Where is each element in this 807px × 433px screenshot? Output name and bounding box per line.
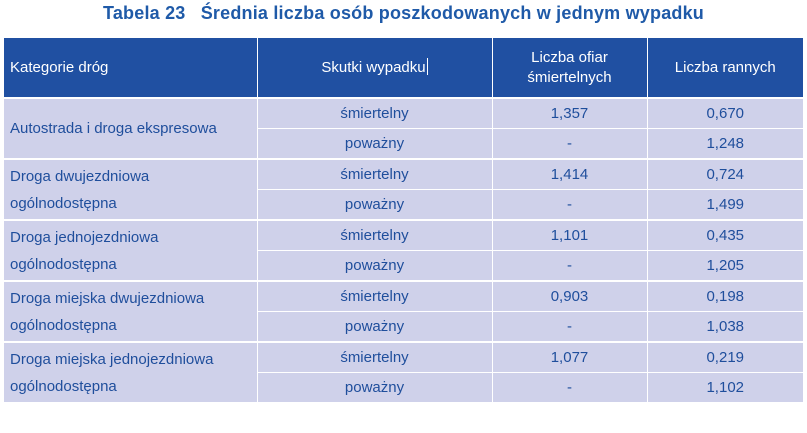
deaths-cell: 1,101 [492,219,648,251]
header-injured: Liczba rannych [647,38,803,98]
effect-cell: poważny [257,128,493,159]
deaths-cell: - [492,128,648,159]
header-effect: Skutki wypadku [257,38,493,98]
injured-cell: 1,499 [647,189,803,220]
table-row: Droga miejska dwujezdniowa ogólnodostępn… [4,280,803,342]
effect-cell: poważny [257,311,493,342]
effect-cell: śmiertelny [257,219,493,251]
injured-cell: 1,205 [647,250,803,281]
category-line2: ogólnodostępna [10,377,117,395]
table-row: poważny - 1,205 [4,250,803,281]
table-row: Droga miejska jednojezdniowa ogólnodostę… [4,341,803,402]
injured-cell: 0,198 [647,280,803,312]
deaths-cell: - [492,372,648,402]
category-line1: Droga dwujezdniowa [10,167,150,185]
table-row: poważny - 1,038 [4,311,803,342]
category-line1: Droga jednojezdniowa [10,228,159,246]
header-category: Kategorie dróg [4,38,258,98]
injured-cell: 0,219 [647,341,803,373]
header-deaths-line1: Liczba ofiar [531,48,608,66]
effect-cell: śmiertelny [257,97,493,129]
category-line1: Droga miejska dwujezdniowa [10,289,205,307]
effect-cell: poważny [257,189,493,220]
category-cell: Droga dwujezdniowa ogólnodostępna [4,158,258,220]
deaths-cell: 1,414 [492,158,648,190]
table-number: Tabela 23 [102,3,186,23]
injured-cell: 1,038 [647,311,803,342]
deaths-cell: 1,357 [492,97,648,129]
effect-cell: śmiertelny [257,280,493,312]
category-line1: Droga miejska jednojezdniowa [10,350,214,368]
header-effect-label: Skutki wypadku [321,58,426,76]
injured-cell: 0,724 [647,158,803,190]
table-row: poważny - 1,499 [4,189,803,220]
header-deaths: Liczba ofiar śmiertelnych [492,38,648,98]
deaths-cell: 1,077 [492,341,648,373]
category-line2: ogólnodostępna [10,255,117,273]
category-cell: Droga jednojezdniowa ogólnodostępna [4,219,258,281]
table-title: Tabela 23 Średnia liczba osób poszkodowa… [0,0,807,34]
header-deaths-line2: śmiertelnych [527,68,612,86]
text-cursor [426,57,428,75]
category-line2: ogólnodostępna [10,194,117,212]
table-caption: Średnia liczba osób poszkodowanych w jed… [200,3,705,23]
deaths-cell: - [492,311,648,342]
effect-cell: poważny [257,372,493,402]
category-cell: Droga miejska dwujezdniowa ogólnodostępn… [4,280,258,342]
effect-cell: śmiertelny [257,158,493,190]
deaths-cell: 0,903 [492,280,648,312]
category-line2: ogólnodostępna [10,316,117,334]
category-line1: Autostrada i droga ekspresowa [10,120,217,137]
injured-cell: 0,670 [647,97,803,129]
category-cell: Autostrada i droga ekspresowa [4,97,258,159]
table-row: Droga dwujezdniowa ogólnodostępna śmiert… [4,158,803,220]
injured-cell: 0,435 [647,219,803,251]
table-row: poważny - 1,102 [4,372,803,402]
category-cell: Droga miejska jednojezdniowa ogólnodostę… [4,341,258,402]
deaths-cell: - [492,250,648,281]
accidents-table: Kategorie dróg Skutki wypadku Liczba ofi… [4,38,803,402]
table-row: poważny - 1,248 [4,128,803,159]
injured-cell: 1,102 [647,372,803,402]
header-row: Kategorie dróg Skutki wypadku Liczba ofi… [4,38,803,98]
effect-cell: poważny [257,250,493,281]
table-row: Autostrada i droga ekspresowa śmiertelny… [4,97,803,159]
deaths-cell: - [492,189,648,220]
effect-cell: śmiertelny [257,341,493,373]
table-row: Droga jednojezdniowa ogólnodostępna śmie… [4,219,803,281]
injured-cell: 1,248 [647,128,803,159]
